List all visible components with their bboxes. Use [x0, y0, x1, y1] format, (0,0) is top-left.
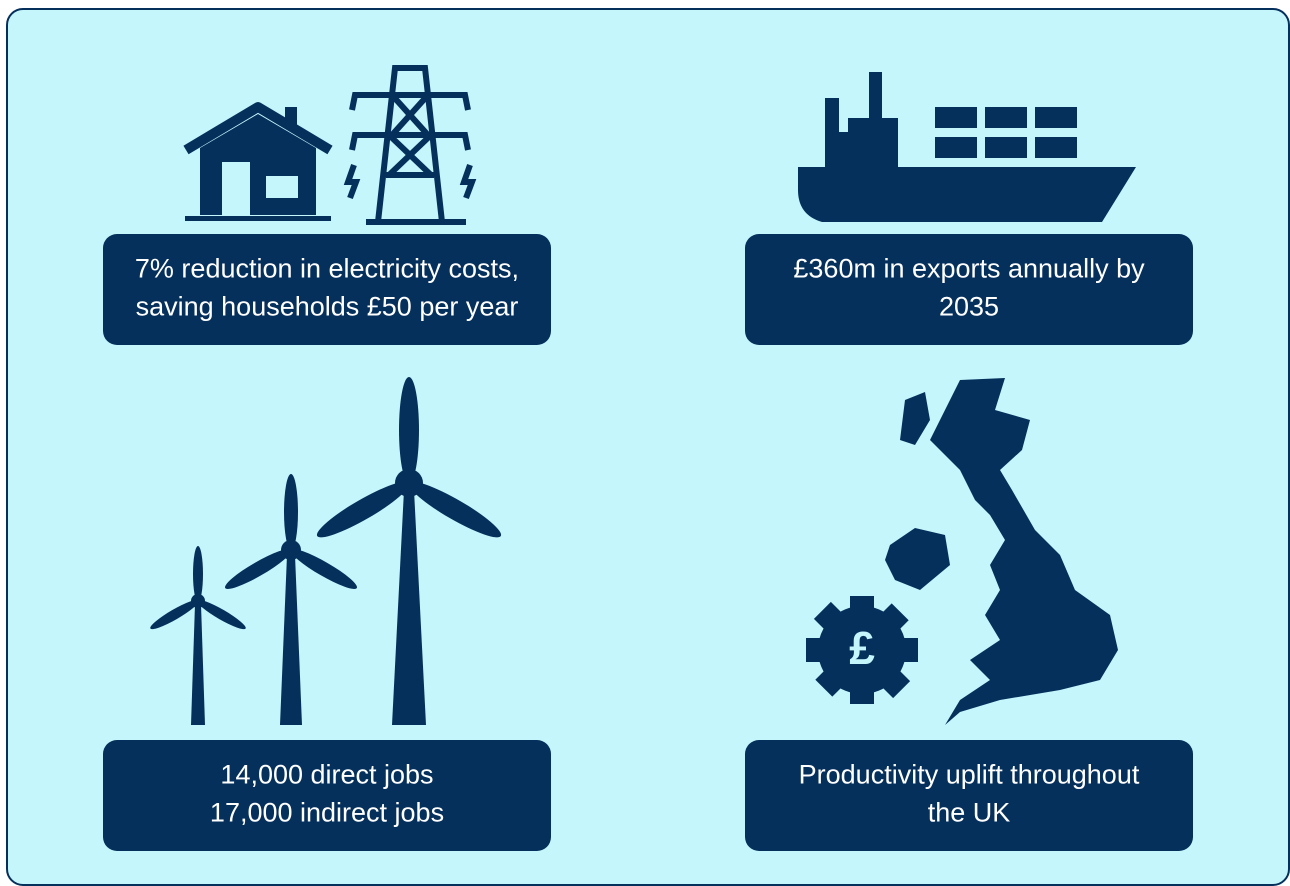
caption-box	[103, 740, 551, 851]
pylon-icon	[343, 65, 477, 225]
caption-box	[745, 234, 1193, 345]
uk-map-icon	[885, 378, 1118, 725]
gear-icon: £	[806, 596, 918, 704]
caption-line: Productivity uplift throughout	[799, 760, 1140, 790]
caption-line: the UK	[928, 798, 1011, 828]
caption-line: 14,000 direct jobs	[220, 760, 433, 790]
caption-line: 7% reduction in electricity costs,	[135, 254, 519, 284]
background	[6, 8, 1290, 886]
caption-line: £360m in exports annually by	[793, 254, 1145, 284]
caption-box	[745, 740, 1193, 851]
house-icon	[183, 102, 333, 221]
gear-symbol: £	[849, 622, 875, 674]
caption-line: 17,000 indirect jobs	[210, 798, 444, 828]
ship-icon	[798, 72, 1136, 222]
captions: 7% reduction in electricity costs, saving…	[103, 234, 1193, 851]
caption-line: 2035	[939, 292, 999, 322]
turbines-icon	[150, 377, 502, 725]
caption-line: saving households £50 per year	[136, 292, 519, 322]
caption-box	[103, 234, 551, 345]
